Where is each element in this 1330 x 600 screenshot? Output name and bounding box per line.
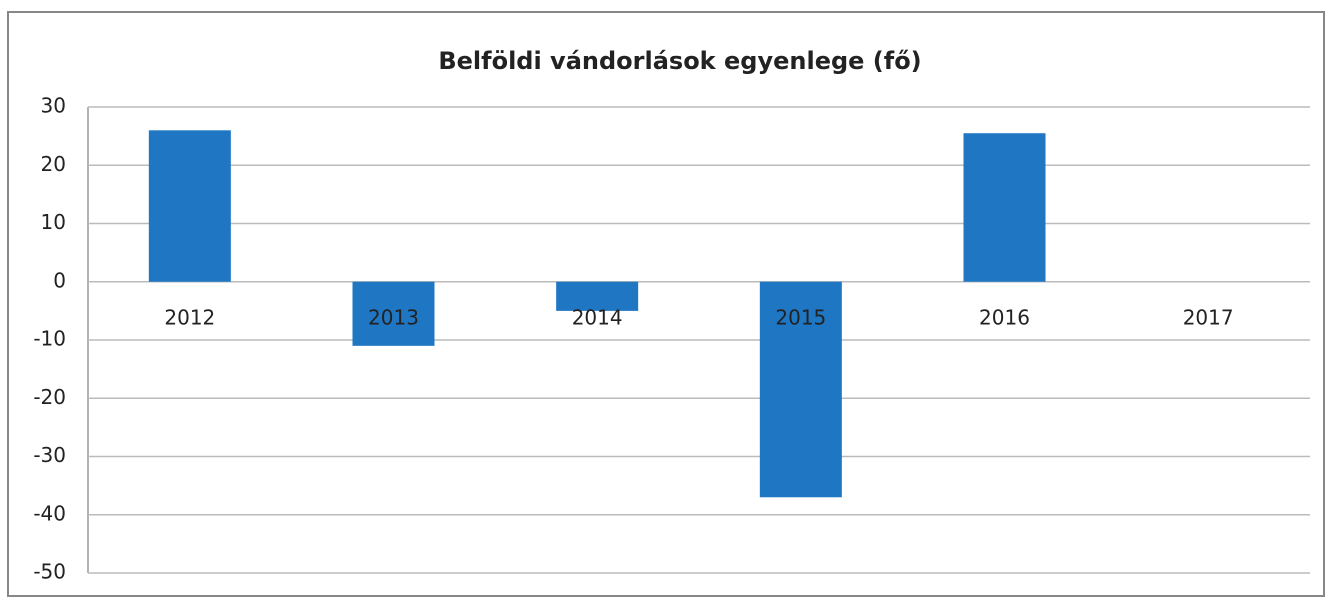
bar <box>352 281 435 346</box>
y-tick-label: -10 <box>33 327 66 351</box>
x-tick-label: 2014 <box>572 305 623 329</box>
bar <box>963 133 1046 282</box>
y-tick-label: 10 <box>41 210 66 234</box>
chart-title: Belföldi vándorlások egyenlege (fő) <box>438 47 921 75</box>
bar <box>148 130 231 282</box>
x-tick-label: 2013 <box>368 305 419 329</box>
x-tick-label: 2017 <box>1183 305 1234 329</box>
y-tick-label: -20 <box>33 385 66 409</box>
y-tick-label: 30 <box>41 94 66 118</box>
y-tick-label: 20 <box>41 152 66 176</box>
x-tick-label: 2015 <box>775 305 826 329</box>
bar <box>556 281 639 311</box>
chart-frame <box>7 11 1325 597</box>
x-tick-label: 2016 <box>979 305 1030 329</box>
x-tick-label: 2012 <box>164 305 215 329</box>
y-tick-label: 0 <box>53 268 66 292</box>
y-tick-label: -40 <box>33 501 66 525</box>
y-tick-label: -50 <box>33 560 66 584</box>
bar <box>759 281 842 498</box>
y-tick-label: -30 <box>33 443 66 467</box>
